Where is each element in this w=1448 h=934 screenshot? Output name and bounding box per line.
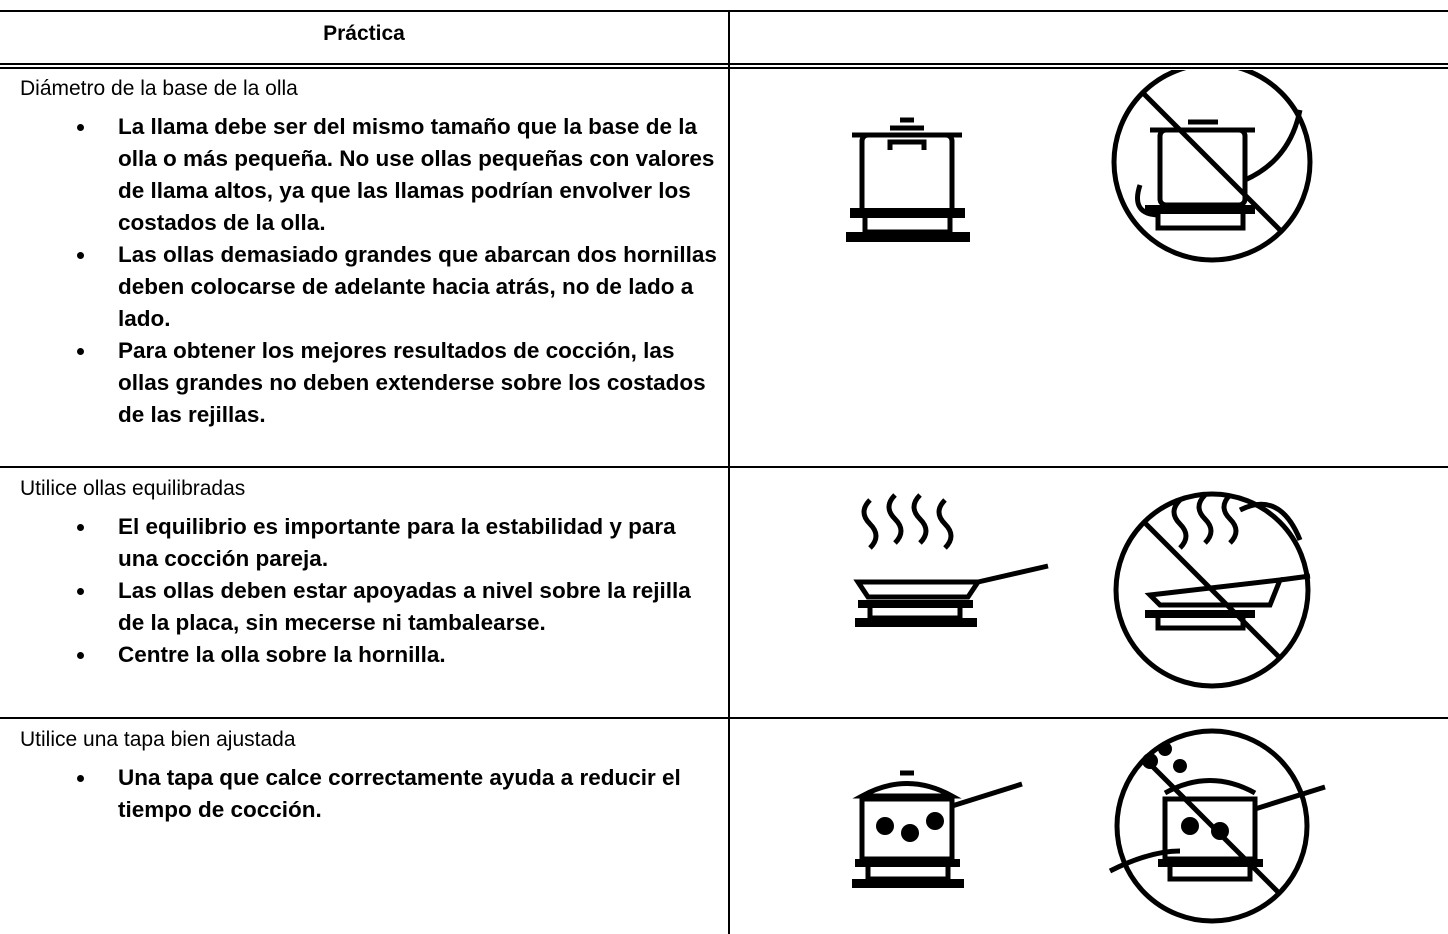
bullet-dot [77,775,84,782]
bullet-item: Una tapa que calce correctamente ayuda a… [77,762,718,826]
covered-pot-ok [852,770,1023,888]
bullet-item: Las ollas deben estar apoyadas a nivel s… [77,575,718,639]
bullet-text: El equilibrio es importante para la esta… [118,514,676,571]
bullet-item: Centre la olla sobre la hornilla. [77,639,718,671]
bullet-item: Para obtener los mejores resultados de c… [77,335,718,431]
rule [0,717,1448,719]
bullet-dot [77,124,84,131]
bullet-text: Una tapa que calce correctamente ayuda a… [118,765,681,822]
rule [0,10,1448,12]
prohibited [1111,70,1313,263]
rule [0,63,1448,65]
bullet-list: Una tapa que calce correctamente ayuda a… [77,762,718,826]
bullet-item: Las ollas demasiado grandes que abarcan … [77,239,718,335]
bullet-text: Centre la olla sobre la hornilla. [118,642,446,667]
bullet-list: El equilibrio es importante para la esta… [77,511,718,671]
header-cell: Práctica [323,22,405,45]
bullet-dot [77,348,84,355]
bullet-list: La llama debe ser del mismo tamaño que l… [77,111,718,431]
bullet-dot [77,588,84,595]
bullet-item: La llama debe ser del mismo tamaño que l… [77,111,718,239]
bullet-text: Las ollas deben estar apoyadas a nivel s… [118,578,691,635]
bullet-dot [77,524,84,531]
column-divider [728,10,730,934]
pan-ok [853,493,1049,627]
bullet-text: La llama debe ser del mismo tamaño que l… [118,114,715,235]
bullet-dot [77,652,84,659]
illustration [846,70,1313,263]
rule [0,67,1448,69]
rule [0,466,1448,468]
prohibited [1108,728,1326,924]
row-heading: Utilice ollas equilibradas [20,477,246,500]
pot-ok [846,117,970,242]
row-heading: Diámetro de la base de la olla [20,77,298,100]
row-heading: Utilice una tapa bien ajustada [20,728,296,751]
illustration [853,491,1311,689]
prohibited [1113,491,1311,689]
bullet-text: Las ollas demasiado grandes que abarcan … [118,242,717,331]
bullet-item: El equilibrio es importante para la esta… [77,511,718,575]
bullet-text: Para obtener los mejores resultados de c… [118,338,706,427]
illustration [852,728,1326,924]
bullet-dot [77,252,84,259]
